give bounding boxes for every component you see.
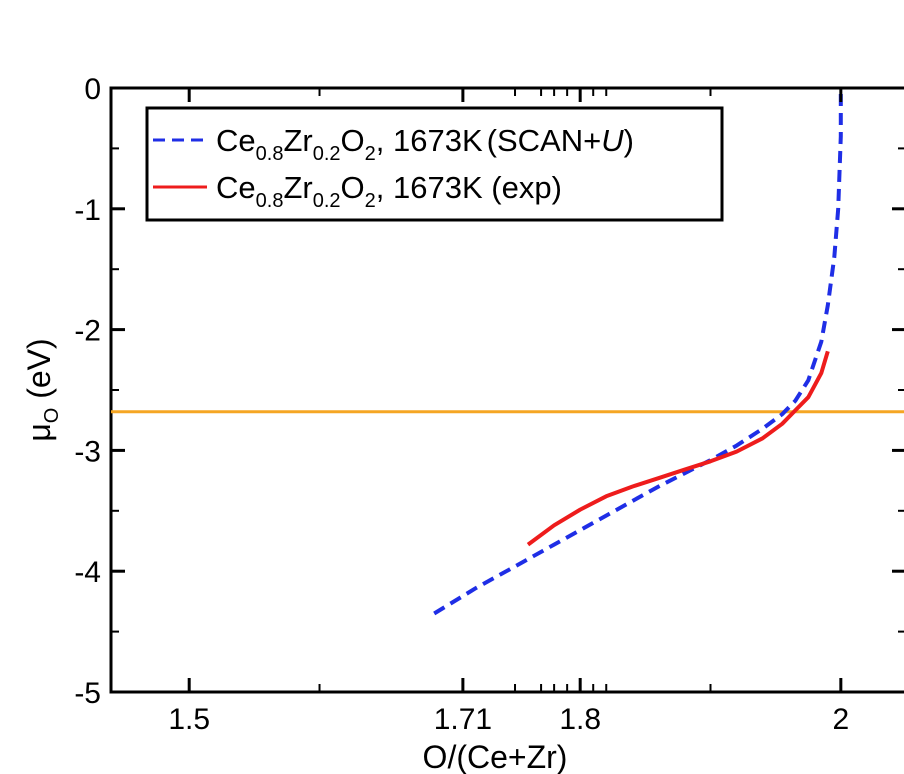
x-tick-label: 1.8 (559, 703, 601, 736)
series-line-scan (433, 88, 843, 616)
x-axis-label: O/(Ce+Zr) (423, 739, 568, 774)
legend: Ce0.8Zr0.2O2, 1673K (SCAN+U) Ce0.8Zr0.2O2… (145, 106, 724, 222)
y-tick-label: -1 (74, 194, 101, 227)
ticks-layer: 0 -1 -2 -3 -4 -5 1.5 1.71 1.8 2 (74, 73, 904, 736)
y-tick-label: 0 (84, 73, 101, 106)
legend-label-exp: Ce0.8Zr0.2O2, 1673K (exp) (216, 170, 562, 212)
legend-label-scan: Ce0.8Zr0.2O2, 1673K (SCAN+U) (216, 123, 634, 165)
x-tick-label: 1.5 (168, 703, 210, 736)
y-tick-label: -5 (74, 677, 101, 710)
x-tick-label: 2 (832, 703, 849, 736)
y-tick-label: -4 (74, 556, 101, 589)
y-tick-label: -2 (74, 315, 101, 348)
y-tick-label: -3 (74, 435, 101, 468)
y-axis-label: μO (eV) (21, 338, 63, 441)
series-layer (433, 88, 843, 616)
legend-box (145, 106, 724, 222)
x-tick-label: 1.71 (434, 703, 492, 736)
series-line-exp (526, 350, 830, 547)
